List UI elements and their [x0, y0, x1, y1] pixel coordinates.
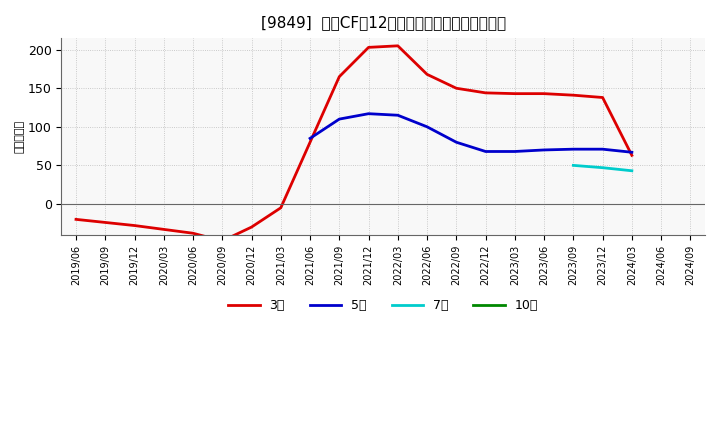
3年	[130, 223, 139, 228]
3年	[189, 231, 197, 236]
Legend: 3年, 5年, 7年, 10年: 3年, 5年, 7年, 10年	[223, 294, 543, 317]
3年	[540, 91, 549, 96]
5年	[481, 149, 490, 154]
5年	[306, 136, 315, 141]
3年	[598, 95, 607, 100]
5年	[394, 113, 402, 118]
Y-axis label: （百万円）: （百万円）	[15, 120, 25, 153]
5年	[569, 147, 577, 152]
3年	[276, 205, 285, 210]
3年	[247, 224, 256, 230]
3年	[481, 90, 490, 95]
3年	[394, 43, 402, 48]
3年	[364, 45, 373, 50]
Line: 3年: 3年	[76, 46, 632, 241]
3年	[72, 217, 81, 222]
7年	[569, 163, 577, 168]
5年	[628, 150, 636, 155]
3年	[510, 91, 519, 96]
7年	[628, 168, 636, 173]
5年	[335, 117, 343, 122]
3年	[218, 238, 227, 244]
3年	[423, 72, 431, 77]
3年	[306, 139, 315, 145]
5年	[452, 139, 461, 145]
Line: 7年: 7年	[573, 165, 632, 171]
5年	[598, 147, 607, 152]
5年	[423, 124, 431, 129]
5年	[540, 147, 549, 153]
5年	[364, 111, 373, 116]
Title: [9849]  投賄CFだ12か月移動合計の平均値の推移: [9849] 投賄CFだ12か月移動合計の平均値の推移	[261, 15, 505, 30]
3年	[628, 153, 636, 158]
3年	[569, 92, 577, 98]
3年	[159, 227, 168, 232]
7年	[598, 165, 607, 170]
3年	[335, 74, 343, 79]
3年	[452, 86, 461, 91]
3年	[101, 220, 109, 225]
5年	[510, 149, 519, 154]
Line: 5年: 5年	[310, 114, 632, 152]
